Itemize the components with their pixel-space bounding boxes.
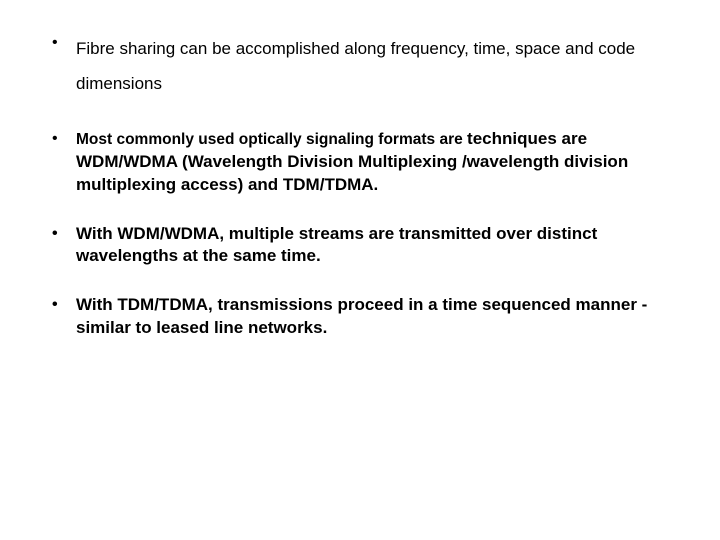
bullet-item-1: Fibre sharing can be accomplished along …: [48, 32, 672, 102]
bullet-text-3: With WDM/WDMA, multiple streams are tran…: [76, 224, 597, 266]
bullet-text-4: With TDM/TDMA, transmissions proceed in …: [76, 295, 647, 337]
bullet-item-2: Most commonly used optically signaling f…: [48, 128, 672, 197]
bullet-item-3: With WDM/WDMA, multiple streams are tran…: [48, 223, 672, 269]
bullet-item-4: With TDM/TDMA, transmissions proceed in …: [48, 294, 672, 340]
bullet-text-1: Fibre sharing can be accomplished along …: [76, 39, 635, 93]
bullet-2-prefix: Most commonly used optically signaling f…: [76, 131, 467, 148]
slide: Fibre sharing can be accomplished along …: [0, 0, 720, 540]
bullet-list: Fibre sharing can be accomplished along …: [48, 32, 672, 340]
